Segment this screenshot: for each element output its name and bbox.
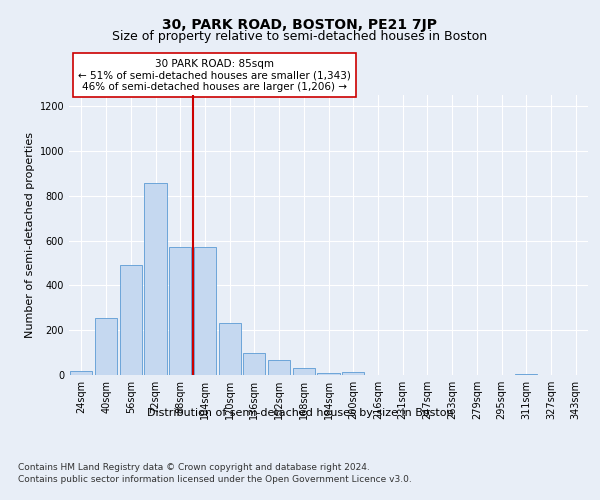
Y-axis label: Number of semi-detached properties: Number of semi-detached properties: [25, 132, 35, 338]
Bar: [243, 352, 265, 375]
Text: Contains public sector information licensed under the Open Government Licence v3: Contains public sector information licen…: [18, 475, 412, 484]
Bar: [70, 370, 92, 375]
Text: 30 PARK ROAD: 85sqm
← 51% of semi-detached houses are smaller (1,343)
46% of sem: 30 PARK ROAD: 85sqm ← 51% of semi-detach…: [78, 58, 351, 92]
Text: Distribution of semi-detached houses by size in Boston: Distribution of semi-detached houses by …: [146, 408, 454, 418]
Bar: [293, 368, 315, 375]
Bar: [194, 248, 216, 375]
Text: 30, PARK ROAD, BOSTON, PE21 7JP: 30, PARK ROAD, BOSTON, PE21 7JP: [163, 18, 437, 32]
Bar: [515, 374, 538, 375]
Bar: [169, 248, 191, 375]
Bar: [317, 373, 340, 375]
Bar: [218, 324, 241, 375]
Text: Size of property relative to semi-detached houses in Boston: Size of property relative to semi-detach…: [112, 30, 488, 43]
Bar: [95, 318, 117, 375]
Bar: [342, 372, 364, 375]
Bar: [145, 184, 167, 375]
Bar: [119, 265, 142, 375]
Bar: [268, 360, 290, 375]
Text: Contains HM Land Registry data © Crown copyright and database right 2024.: Contains HM Land Registry data © Crown c…: [18, 462, 370, 471]
